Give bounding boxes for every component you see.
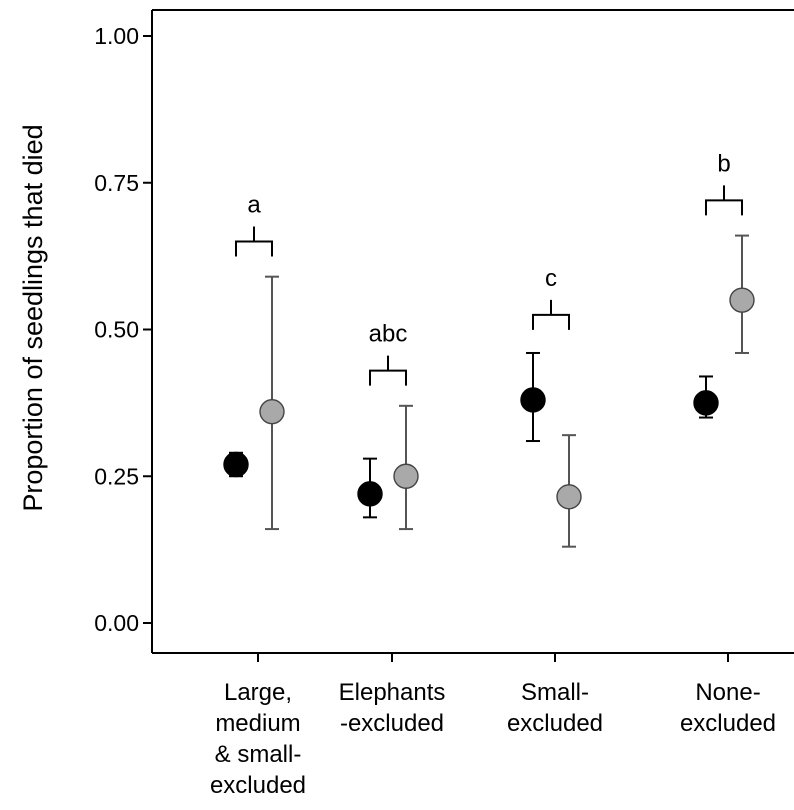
y-tick-label: 0.00 xyxy=(94,610,139,636)
x-category-label: Small- xyxy=(521,679,589,706)
x-category-label: None- xyxy=(695,679,760,706)
significance-letter: b xyxy=(717,150,730,177)
significance-bracket xyxy=(235,226,273,257)
gray-data-point xyxy=(729,287,755,313)
labels-layer: 0.00 0.25 0.50 0.75 1.00 Proportion of seedli… xyxy=(18,23,776,799)
significance-letter: a xyxy=(247,191,261,218)
axes-layer xyxy=(143,9,794,662)
x-category-label: excluded xyxy=(210,772,306,799)
data-points xyxy=(223,287,755,510)
significance-bracket xyxy=(705,185,743,216)
gray-data-point xyxy=(556,484,582,510)
x-category-label: excluded xyxy=(507,710,603,737)
x-category-label: & small- xyxy=(215,741,302,768)
significance-letter: c xyxy=(545,265,557,292)
significance-bracket xyxy=(532,299,570,330)
gray-data-point xyxy=(393,463,419,489)
y-tick-label: 0.25 xyxy=(94,463,139,489)
x-category-label: -excluded xyxy=(340,710,444,737)
black-data-point xyxy=(693,390,719,416)
y-axis-title: Proportion of seedlings that died xyxy=(18,124,48,511)
significance-letter: abc xyxy=(369,321,408,348)
gray-data-point xyxy=(259,398,285,425)
x-category-label: Large, xyxy=(224,679,292,706)
y-tick-label: 1.00 xyxy=(94,23,139,49)
black-data-point xyxy=(223,451,249,478)
y-tick-label: 0.50 xyxy=(94,317,139,343)
error-bars xyxy=(229,234,749,548)
x-category-label: medium xyxy=(215,710,300,737)
black-data-point xyxy=(357,481,383,507)
significance-brackets xyxy=(235,185,743,386)
x-category-label: Elephants xyxy=(339,679,446,706)
x-category-label: excluded xyxy=(680,710,776,737)
y-tick-label: 0.75 xyxy=(94,170,139,196)
black-data-point xyxy=(520,387,546,413)
significance-bracket xyxy=(369,355,407,386)
